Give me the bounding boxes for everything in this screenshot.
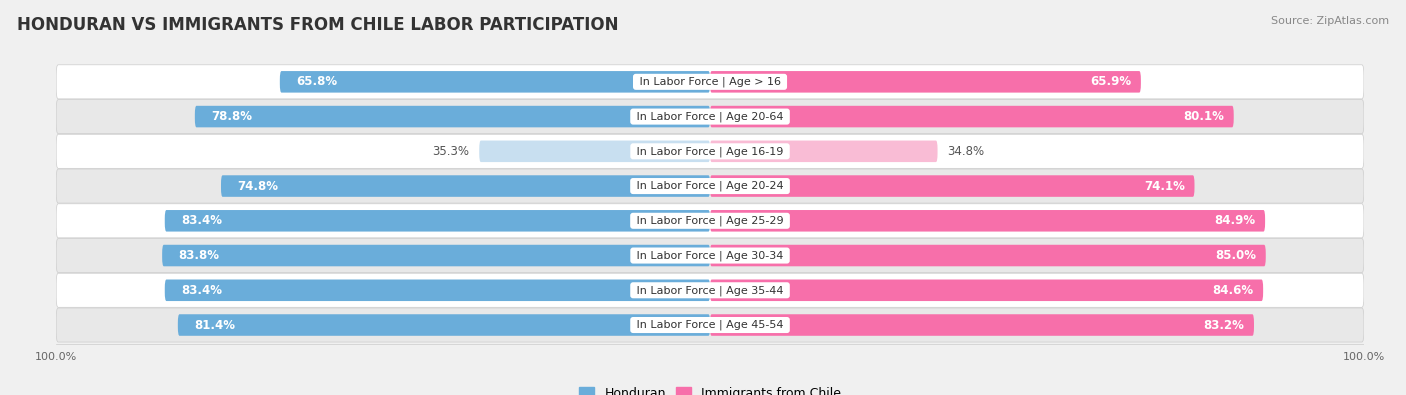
FancyBboxPatch shape	[165, 210, 710, 231]
Text: In Labor Force | Age 45-54: In Labor Force | Age 45-54	[633, 320, 787, 330]
FancyBboxPatch shape	[479, 141, 710, 162]
FancyBboxPatch shape	[710, 280, 1263, 301]
FancyBboxPatch shape	[710, 175, 1195, 197]
Legend: Honduran, Immigrants from Chile: Honduran, Immigrants from Chile	[574, 382, 846, 395]
FancyBboxPatch shape	[162, 245, 710, 266]
FancyBboxPatch shape	[710, 314, 1254, 336]
Text: 83.2%: 83.2%	[1204, 318, 1244, 331]
FancyBboxPatch shape	[56, 204, 1364, 238]
FancyBboxPatch shape	[165, 280, 710, 301]
FancyBboxPatch shape	[710, 106, 1233, 127]
FancyBboxPatch shape	[56, 169, 1364, 203]
Text: In Labor Force | Age > 16: In Labor Force | Age > 16	[636, 77, 785, 87]
FancyBboxPatch shape	[56, 100, 1364, 134]
FancyBboxPatch shape	[710, 245, 1265, 266]
Text: 78.8%: 78.8%	[211, 110, 252, 123]
Text: 35.3%: 35.3%	[433, 145, 470, 158]
Text: In Labor Force | Age 16-19: In Labor Force | Age 16-19	[633, 146, 787, 156]
FancyBboxPatch shape	[710, 141, 938, 162]
FancyBboxPatch shape	[195, 106, 710, 127]
Text: In Labor Force | Age 30-34: In Labor Force | Age 30-34	[633, 250, 787, 261]
Text: In Labor Force | Age 35-44: In Labor Force | Age 35-44	[633, 285, 787, 295]
FancyBboxPatch shape	[56, 308, 1364, 342]
Text: 83.4%: 83.4%	[181, 214, 222, 227]
Text: 81.4%: 81.4%	[194, 318, 235, 331]
Text: 83.4%: 83.4%	[181, 284, 222, 297]
FancyBboxPatch shape	[280, 71, 710, 92]
Text: Source: ZipAtlas.com: Source: ZipAtlas.com	[1271, 16, 1389, 26]
FancyBboxPatch shape	[710, 71, 1140, 92]
Text: In Labor Force | Age 20-64: In Labor Force | Age 20-64	[633, 111, 787, 122]
Text: 65.9%: 65.9%	[1090, 75, 1130, 88]
FancyBboxPatch shape	[56, 134, 1364, 168]
FancyBboxPatch shape	[56, 65, 1364, 99]
Text: In Labor Force | Age 20-24: In Labor Force | Age 20-24	[633, 181, 787, 191]
Text: 83.8%: 83.8%	[179, 249, 219, 262]
Text: 65.8%: 65.8%	[297, 75, 337, 88]
Text: 34.8%: 34.8%	[948, 145, 984, 158]
Text: In Labor Force | Age 25-29: In Labor Force | Age 25-29	[633, 216, 787, 226]
Text: 84.6%: 84.6%	[1212, 284, 1253, 297]
Text: 84.9%: 84.9%	[1215, 214, 1256, 227]
Text: 80.1%: 80.1%	[1182, 110, 1223, 123]
FancyBboxPatch shape	[56, 273, 1364, 307]
FancyBboxPatch shape	[710, 210, 1265, 231]
FancyBboxPatch shape	[56, 239, 1364, 273]
Text: 74.1%: 74.1%	[1144, 180, 1185, 192]
Text: 74.8%: 74.8%	[238, 180, 278, 192]
Text: HONDURAN VS IMMIGRANTS FROM CHILE LABOR PARTICIPATION: HONDURAN VS IMMIGRANTS FROM CHILE LABOR …	[17, 16, 619, 34]
FancyBboxPatch shape	[177, 314, 710, 336]
Text: 85.0%: 85.0%	[1215, 249, 1256, 262]
FancyBboxPatch shape	[221, 175, 710, 197]
